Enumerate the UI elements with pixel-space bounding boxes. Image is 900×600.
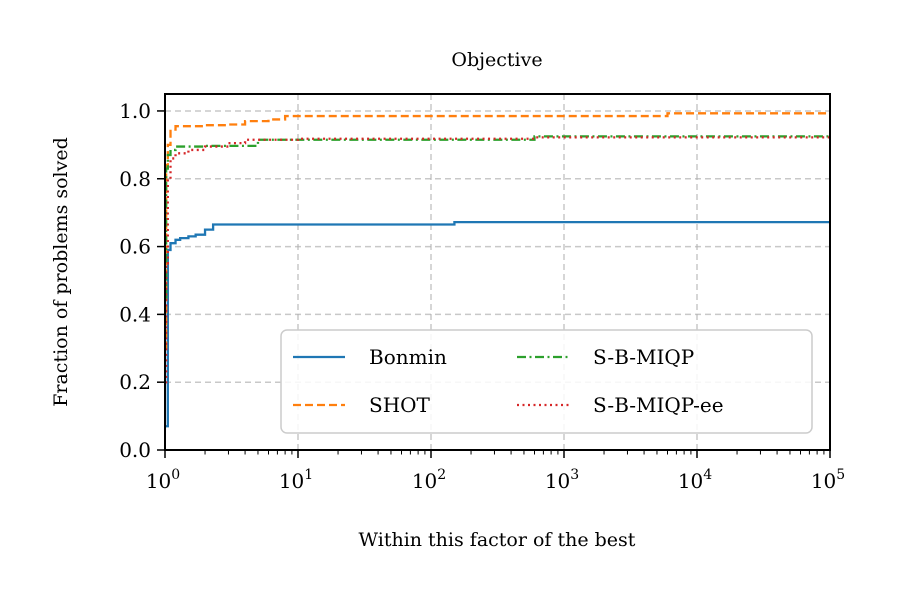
y-tick-label: 0.0 (119, 438, 151, 462)
x-tick-labels: 100 101 102 103 104 105 (146, 467, 845, 493)
y-tick-label: 0.6 (119, 235, 151, 259)
axis-ticks (157, 110, 831, 458)
series-line-bonmin (165, 221, 830, 428)
y-tick-label: 1.0 (119, 99, 151, 123)
y-axis-title: Fraction of problems solved (50, 137, 72, 407)
x-tick-label: 105 (811, 467, 845, 493)
x-tick-label: 104 (678, 467, 712, 493)
legend-label: Bonmin (369, 345, 447, 369)
x-tick-label: 101 (279, 467, 313, 493)
x-axis-title: Within this factor of the best (359, 529, 636, 551)
legend-label: S-B-MIQP (593, 345, 694, 369)
series-lines (164, 112, 830, 428)
plot-frame (164, 93, 831, 451)
legend-label: S-B-MIQP-ee (593, 393, 724, 417)
series-line-s-b-miqp (164, 135, 830, 299)
x-tick-label: 102 (412, 467, 446, 493)
x-tick-label: 100 (146, 467, 180, 493)
legend: Bonmin SHOT S-B-MIQP S-B-MIQP-ee (280, 329, 813, 434)
y-tick-label: 0.2 (119, 370, 151, 394)
y-tick-label: 0.8 (119, 167, 151, 191)
legend-label: SHOT (369, 393, 431, 417)
series-line-s-b-miqp-ee (164, 136, 830, 384)
legend-box (280, 329, 813, 434)
y-tick-labels: 0.0 0.2 0.4 0.6 0.8 1.0 (119, 99, 151, 462)
y-tick-label: 0.4 (119, 302, 151, 326)
x-tick-label: 103 (545, 467, 579, 493)
chart-title: Objective (451, 49, 542, 71)
series-line-shot (164, 112, 830, 350)
